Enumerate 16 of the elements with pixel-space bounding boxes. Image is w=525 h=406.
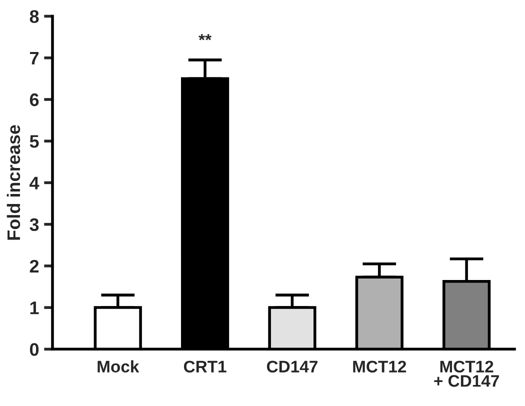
x-tick-label: MCT12 + CD147 [434, 360, 499, 387]
y-tick-label: 6 [30, 93, 39, 106]
y-tick-label: 7 [30, 52, 39, 64]
x-tick-label: CRT1 [184, 360, 226, 373]
y-tick-label: 4 [30, 176, 40, 190]
y-tick-label: 0 [30, 343, 39, 356]
y-axis-title: Fold increase [6, 125, 20, 240]
y-tick-label: 5 [30, 135, 39, 148]
x-tick-label: CD147 [266, 360, 318, 373]
y-tick-label: 1 [30, 302, 39, 314]
x-tick-label: MCT12 [353, 360, 406, 373]
y-tick-label: 3 [30, 218, 39, 232]
annotation: ** [198, 34, 212, 40]
x-tick-label: Mock [98, 360, 140, 373]
y-tick-label: 8 [30, 10, 39, 23]
y-tick-label: 2 [30, 260, 39, 272]
